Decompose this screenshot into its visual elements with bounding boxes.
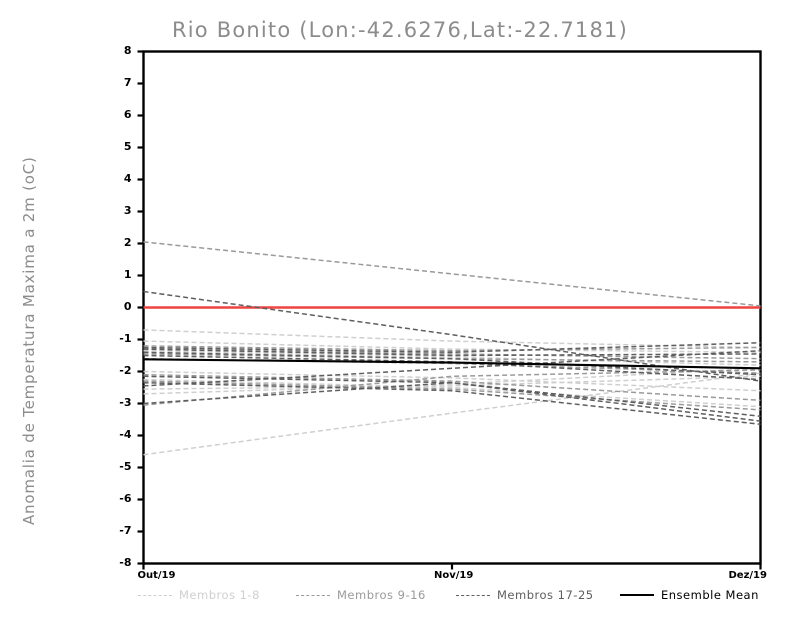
x-tick-label: Nov/19 <box>434 569 474 581</box>
series-line <box>143 370 761 392</box>
legend-label: Ensemble Mean <box>661 588 759 602</box>
legend-item[interactable]: Membros 9-16 <box>296 586 426 604</box>
legend-label: Membros 1-8 <box>179 588 260 602</box>
series-line <box>143 375 761 418</box>
legend-swatch-icon <box>138 594 172 596</box>
series-line <box>143 340 761 354</box>
legend-label: Membros 17-25 <box>497 588 594 602</box>
y-tick-label: -4 <box>119 427 132 441</box>
y-axis-ticks <box>137 50 144 565</box>
series-line <box>143 348 761 357</box>
y-tick-label: -3 <box>119 395 132 409</box>
y-tick-label: 2 <box>123 235 132 249</box>
series-line <box>143 349 761 387</box>
y-tick-label: 8 <box>123 43 132 57</box>
series-line <box>143 380 761 411</box>
y-tick-label: -6 <box>119 491 132 505</box>
y-tick-label: 4 <box>123 171 132 185</box>
series-line <box>143 349 761 366</box>
legend-item[interactable]: Membros 17-25 <box>456 586 594 604</box>
y-tick-label: 6 <box>123 107 132 121</box>
series-line <box>143 381 761 422</box>
series-line <box>143 241 761 307</box>
x-axis-ticks <box>142 563 762 570</box>
series-line <box>143 351 761 376</box>
legend-item[interactable]: Ensemble Mean <box>620 586 759 604</box>
y-tick-label: 5 <box>123 139 132 153</box>
y-tick-label: -8 <box>119 555 132 569</box>
series-lines <box>143 241 761 456</box>
legend-label: Membros 9-16 <box>337 588 426 602</box>
series-line <box>143 341 761 354</box>
legend-swatch-icon <box>456 594 490 596</box>
series-line <box>143 373 761 402</box>
x-tick-label: Dez/19 <box>728 569 767 581</box>
y-tick-label: -7 <box>119 523 132 537</box>
chart-title: Rio Bonito (Lon:-42.6276,Lat:-22.7181) <box>171 18 629 42</box>
legend-swatch-icon <box>296 594 330 596</box>
y-tick-label: 0 <box>123 299 132 313</box>
series-line <box>143 345 761 352</box>
x-tick-label: Out/19 <box>137 569 176 581</box>
legend-swatch-icon <box>620 594 654 596</box>
chart-legend: Membros 1-8 Membros 9-16 Membros 17-25 Ense… <box>0 586 800 606</box>
series-line <box>143 375 761 390</box>
y-tick-label: -5 <box>119 459 132 473</box>
y-tick-label: -2 <box>119 363 132 377</box>
y-tick-label: -1 <box>119 331 132 345</box>
series-line <box>143 369 761 406</box>
series-line <box>143 358 761 370</box>
y-tick-label: 7 <box>123 75 132 89</box>
series-line <box>143 381 761 426</box>
y-tick-label: 1 <box>123 267 132 281</box>
series-line <box>143 290 761 382</box>
legend-item[interactable]: Membros 1-8 <box>138 586 260 604</box>
series-line <box>143 378 761 408</box>
y-tick-label: 3 <box>123 203 132 217</box>
